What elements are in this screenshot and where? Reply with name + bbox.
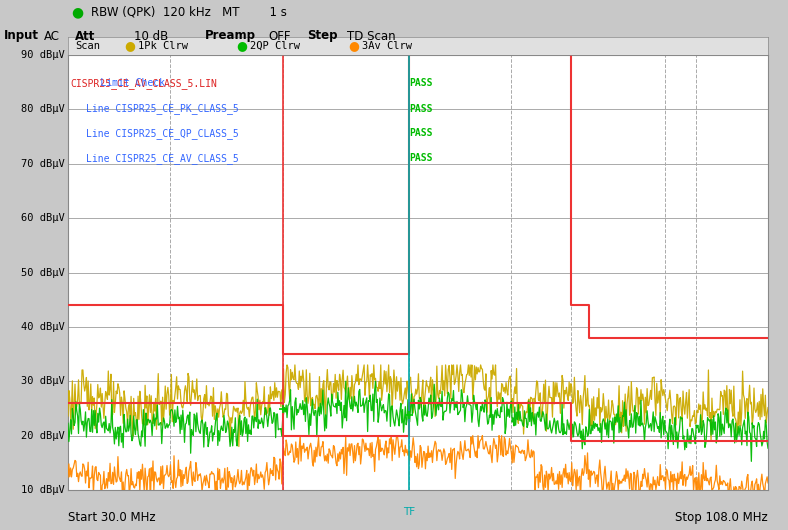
Text: Stop 108.0 MHz: Stop 108.0 MHz: [675, 510, 768, 524]
Text: PASS: PASS: [409, 78, 433, 89]
Text: Start 30.0 MHz: Start 30.0 MHz: [68, 510, 155, 524]
Text: TF: TF: [403, 507, 415, 517]
Text: 30 dBµV: 30 dBµV: [20, 376, 65, 386]
Text: ●: ●: [236, 40, 247, 52]
Text: ●: ●: [124, 40, 135, 52]
Text: 50 dBµV: 50 dBµV: [20, 268, 65, 278]
Text: 40 dBµV: 40 dBµV: [20, 322, 65, 332]
Text: OFF: OFF: [268, 30, 291, 42]
Text: TD Scan: TD Scan: [347, 30, 396, 42]
Text: Line CISPR25_CE_PK_CLASS_5: Line CISPR25_CE_PK_CLASS_5: [86, 103, 239, 114]
Text: PASS: PASS: [409, 103, 433, 113]
Text: 1Pk Clrw: 1Pk Clrw: [138, 41, 188, 51]
Text: ●: ●: [348, 40, 359, 52]
Text: Step: Step: [307, 30, 338, 42]
Text: 2QP Clrw: 2QP Clrw: [250, 41, 300, 51]
Text: Line CISPR25_CE_QP_CLASS_5: Line CISPR25_CE_QP_CLASS_5: [86, 128, 239, 139]
Text: RBW (QPK)  120 kHz   MT        1 s: RBW (QPK) 120 kHz MT 1 s: [91, 5, 287, 19]
Text: AC: AC: [44, 30, 60, 42]
Text: Preamp: Preamp: [205, 30, 256, 42]
Text: 10 dB: 10 dB: [134, 30, 168, 42]
Text: ●: ●: [71, 5, 83, 19]
Text: PASS: PASS: [409, 153, 433, 163]
Text: 3Av Clrw: 3Av Clrw: [362, 41, 412, 51]
Text: Line CISPR25_CE_AV_CLASS_5: Line CISPR25_CE_AV_CLASS_5: [86, 153, 239, 164]
Text: Limit Check: Limit Check: [71, 78, 165, 89]
Text: PASS: PASS: [409, 128, 433, 138]
Text: 80 dBµV: 80 dBµV: [20, 104, 65, 114]
Text: 20 dBµV: 20 dBµV: [20, 430, 65, 440]
Text: 60 dBµV: 60 dBµV: [20, 213, 65, 223]
Text: Input: Input: [4, 30, 39, 42]
Text: Scan: Scan: [75, 41, 100, 51]
Text: 90 dBµV: 90 dBµV: [20, 50, 65, 60]
Text: 100 MHz: 100 MHz: [674, 44, 719, 54]
Text: 10 dBµV: 10 dBµV: [20, 485, 65, 495]
Text: CISPR25_CE_AV_CLASS_5.LIN: CISPR25_CE_AV_CLASS_5.LIN: [71, 78, 217, 89]
Text: Att: Att: [75, 30, 95, 42]
Text: 70 dBµV: 70 dBµV: [20, 159, 65, 169]
